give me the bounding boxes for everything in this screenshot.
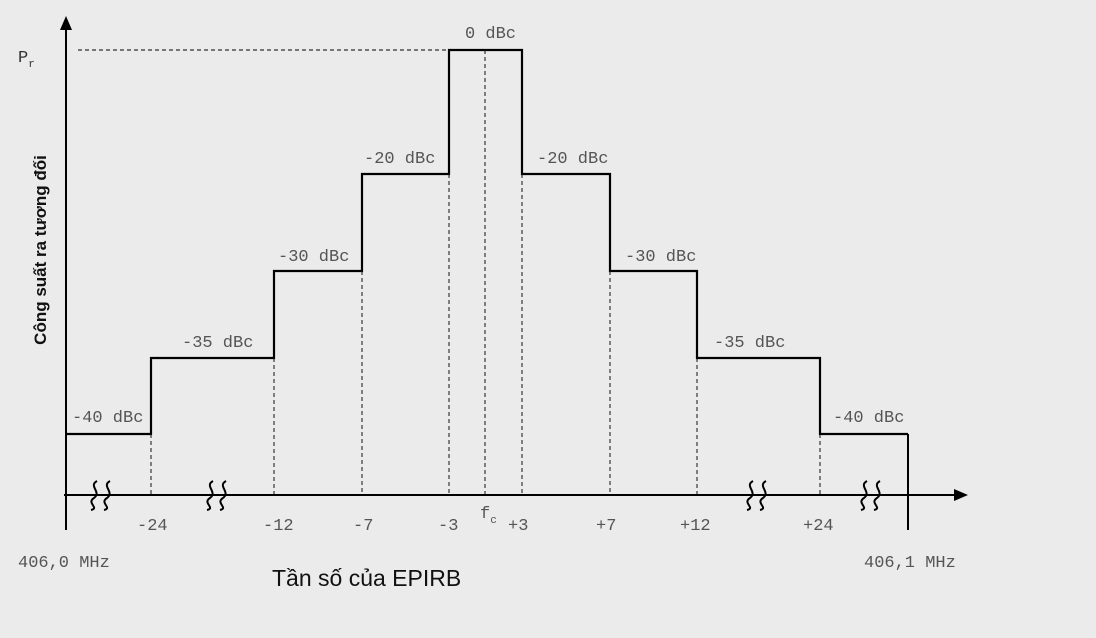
- level-label: -20 dBc: [364, 150, 435, 169]
- diagram-background: [8, 8, 1086, 625]
- axis-break-mark: [873, 480, 881, 511]
- x-axis-arrowhead: [954, 489, 968, 501]
- level-label: -20 dBc: [537, 150, 608, 169]
- tick-label: -12: [263, 517, 294, 536]
- axis-break-mark: [219, 480, 227, 511]
- y-axis-arrowhead: [60, 16, 72, 30]
- axis-break-marks: [90, 480, 881, 511]
- tick-label: -3: [438, 517, 458, 536]
- level-label: -35 dBc: [714, 334, 785, 353]
- right-edge-frequency-label: 406,1 MHz: [864, 554, 956, 573]
- axis-break-mark: [759, 480, 767, 511]
- left-edge-frequency-label: 406,0 MHz: [18, 554, 110, 573]
- level-label: -40 dBc: [833, 409, 904, 428]
- level-label: -30 dBc: [625, 248, 696, 267]
- pr-marker: Pr: [18, 49, 35, 71]
- level-label: -40 dBc: [72, 409, 143, 428]
- frequency-guide-lines: [150, 50, 821, 495]
- center-frequency-label: fc: [480, 505, 497, 527]
- tick-label: -7: [353, 517, 373, 536]
- level-labels: -40 dBc -35 dBc -30 dBc -20 dBc 0 dBc -20 dBc…: [72, 25, 904, 428]
- level-label: 0 dBc: [465, 25, 516, 44]
- y-axis-title: Công suất ra tương đối: [31, 155, 50, 345]
- axis-break-mark: [746, 480, 754, 511]
- axis-break-mark: [206, 480, 214, 511]
- tick-label: -24: [137, 517, 168, 536]
- level-label: -30 dBc: [278, 248, 349, 267]
- axis-break-mark: [90, 480, 98, 511]
- tick-labels: -24 -12 -7 -3 +3 +7 +12 +24: [137, 517, 834, 536]
- tick-label: +12: [680, 517, 711, 536]
- tick-label: +7: [596, 517, 616, 536]
- tick-label: +24: [803, 517, 834, 536]
- x-axis-title: Tần số của EPIRB: [272, 565, 461, 591]
- axis-break-mark: [860, 480, 868, 511]
- tick-label: +3: [508, 517, 528, 536]
- axis-break-mark: [103, 480, 111, 511]
- level-label: -35 dBc: [182, 334, 253, 353]
